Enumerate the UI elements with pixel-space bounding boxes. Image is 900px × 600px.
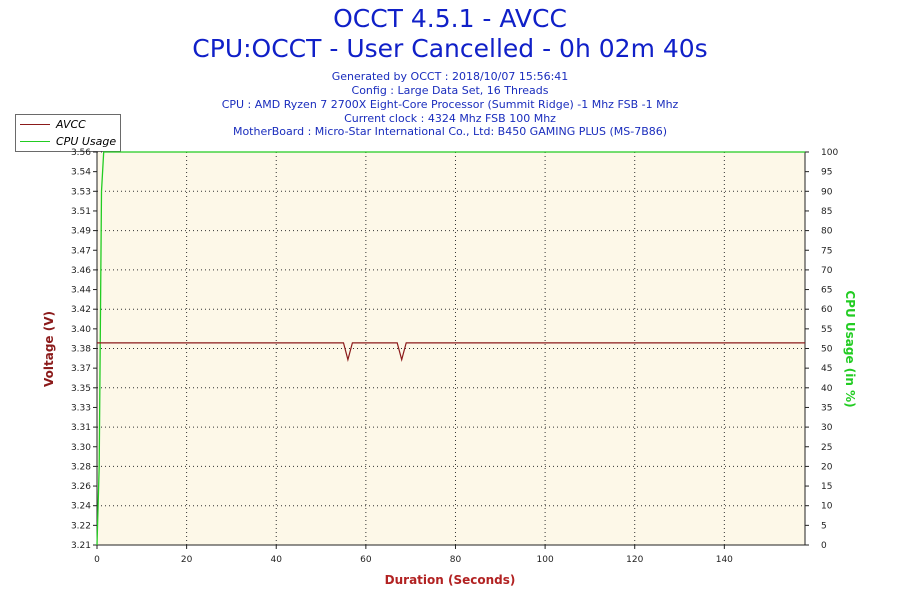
y-left-tick-label: 3.56 xyxy=(71,148,91,158)
y-left-tick-label: 3.21 xyxy=(71,541,91,551)
y-axis-left-label: Voltage (V) xyxy=(42,311,56,387)
chart-subtitle: CPU:OCCT - User Cancelled - 0h 02m 40s xyxy=(192,34,708,63)
y-right-tick-label: 60 xyxy=(821,305,833,315)
y-right-tick-label: 45 xyxy=(821,364,832,374)
y-left-tick-label: 3.51 xyxy=(71,207,91,217)
y-right-tick-label: 75 xyxy=(821,246,832,256)
y-left-tick-label: 3.30 xyxy=(71,443,91,453)
y-right-tick-label: 70 xyxy=(821,266,833,276)
y-left-tick-label: 3.28 xyxy=(71,462,91,472)
y-axis-right-label: CPU Usage (in %) xyxy=(843,290,857,407)
y-left-tick-label: 3.38 xyxy=(71,345,91,355)
y-left-tick-label: 3.44 xyxy=(71,286,91,296)
series-line-cpu-usage xyxy=(96,151,805,546)
y-right-tick-label: 95 xyxy=(821,168,832,178)
y-left-tick-label: 3.22 xyxy=(71,521,91,531)
y-left-tick-label: 3.26 xyxy=(71,482,91,492)
x-tick-label: 60 xyxy=(360,555,372,565)
chart-title: OCCT 4.5.1 - AVCC xyxy=(333,4,567,33)
info-config: Config : Large Data Set, 16 Threads xyxy=(351,84,549,97)
grid xyxy=(97,151,805,545)
y-axis-right-ticks: 0 5 10 15 20 25 30 35 40 45 50 55 60 65 70 75 80 85 90 95 10… xyxy=(805,148,838,551)
y-right-tick-label: 20 xyxy=(821,462,833,472)
y-right-tick-label: 40 xyxy=(821,384,833,394)
y-left-tick-label: 3.47 xyxy=(71,246,91,256)
legend-label-cpu-usage: CPU Usage xyxy=(56,134,117,148)
y-right-tick-label: 35 xyxy=(821,403,832,413)
y-left-tick-label: 3.42 xyxy=(71,305,91,315)
y-left-tick-label: 3.31 xyxy=(71,423,91,433)
y-left-tick-label: 3.24 xyxy=(71,502,91,512)
y-left-tick-label: 3.33 xyxy=(71,403,91,413)
y-left-tick-label: 3.35 xyxy=(71,384,91,394)
x-tick-label: 120 xyxy=(626,555,643,565)
y-right-tick-label: 80 xyxy=(821,227,833,237)
y-left-tick-label: 3.40 xyxy=(71,325,91,335)
y-right-tick-label: 30 xyxy=(821,423,833,433)
y-right-tick-label: 5 xyxy=(821,521,827,531)
info-clock: Current clock : 4324 Mhz FSB 100 Mhz xyxy=(344,112,556,125)
y-axis-left-ticks: 3.21 3.22 3.24 3.26 3.28 3.30 3.31 3.33 3.35 3.37… xyxy=(71,148,97,551)
y-left-tick-label: 3.46 xyxy=(71,266,91,276)
y-right-tick-label: 50 xyxy=(821,345,833,355)
y-right-tick-label: 55 xyxy=(821,325,832,335)
x-tick-label: 80 xyxy=(450,555,462,565)
x-axis-ticks: 0 20 40 60 80 100 120 140 xyxy=(94,545,733,565)
y-right-tick-label: 10 xyxy=(821,502,833,512)
info-cpu: CPU : AMD Ryzen 7 2700X Eight-Core Proce… xyxy=(221,98,679,111)
x-axis-label: Duration (Seconds) xyxy=(385,573,516,587)
x-tick-label: 100 xyxy=(537,555,554,565)
y-left-tick-label: 3.37 xyxy=(71,364,91,374)
info-generated: Generated by OCCT : 2018/10/07 15:56:41 xyxy=(331,70,569,83)
legend-swatch-cpu-usage xyxy=(20,140,50,142)
plot-area xyxy=(97,152,805,545)
legend: AVCC CPU Usage xyxy=(15,114,121,152)
y-right-tick-label: 0 xyxy=(821,541,827,551)
y-right-tick-label: 90 xyxy=(821,187,833,197)
legend-item-cpu-usage: CPU Usage xyxy=(20,134,116,148)
x-tick-label: 40 xyxy=(271,555,283,565)
x-tick-label: 140 xyxy=(716,555,733,565)
y-right-tick-label: 15 xyxy=(821,482,832,492)
y-left-tick-label: 3.49 xyxy=(71,227,91,237)
legend-label-avcc: AVCC xyxy=(56,117,86,131)
series-line-avcc xyxy=(97,342,805,363)
legend-swatch-avcc xyxy=(20,123,50,125)
y-right-tick-label: 25 xyxy=(821,443,832,453)
x-tick-label: 20 xyxy=(181,555,193,565)
info-motherboard: MotherBoard : Micro-Star International C… xyxy=(232,125,668,138)
y-left-tick-label: 3.54 xyxy=(71,168,91,178)
y-right-tick-label: 100 xyxy=(821,148,838,158)
y-right-tick-label: 65 xyxy=(821,286,832,296)
y-left-tick-label: 3.53 xyxy=(71,187,91,197)
y-right-tick-label: 85 xyxy=(821,207,832,217)
legend-item-avcc: AVCC xyxy=(20,117,86,131)
x-tick-label: 0 xyxy=(94,555,100,565)
